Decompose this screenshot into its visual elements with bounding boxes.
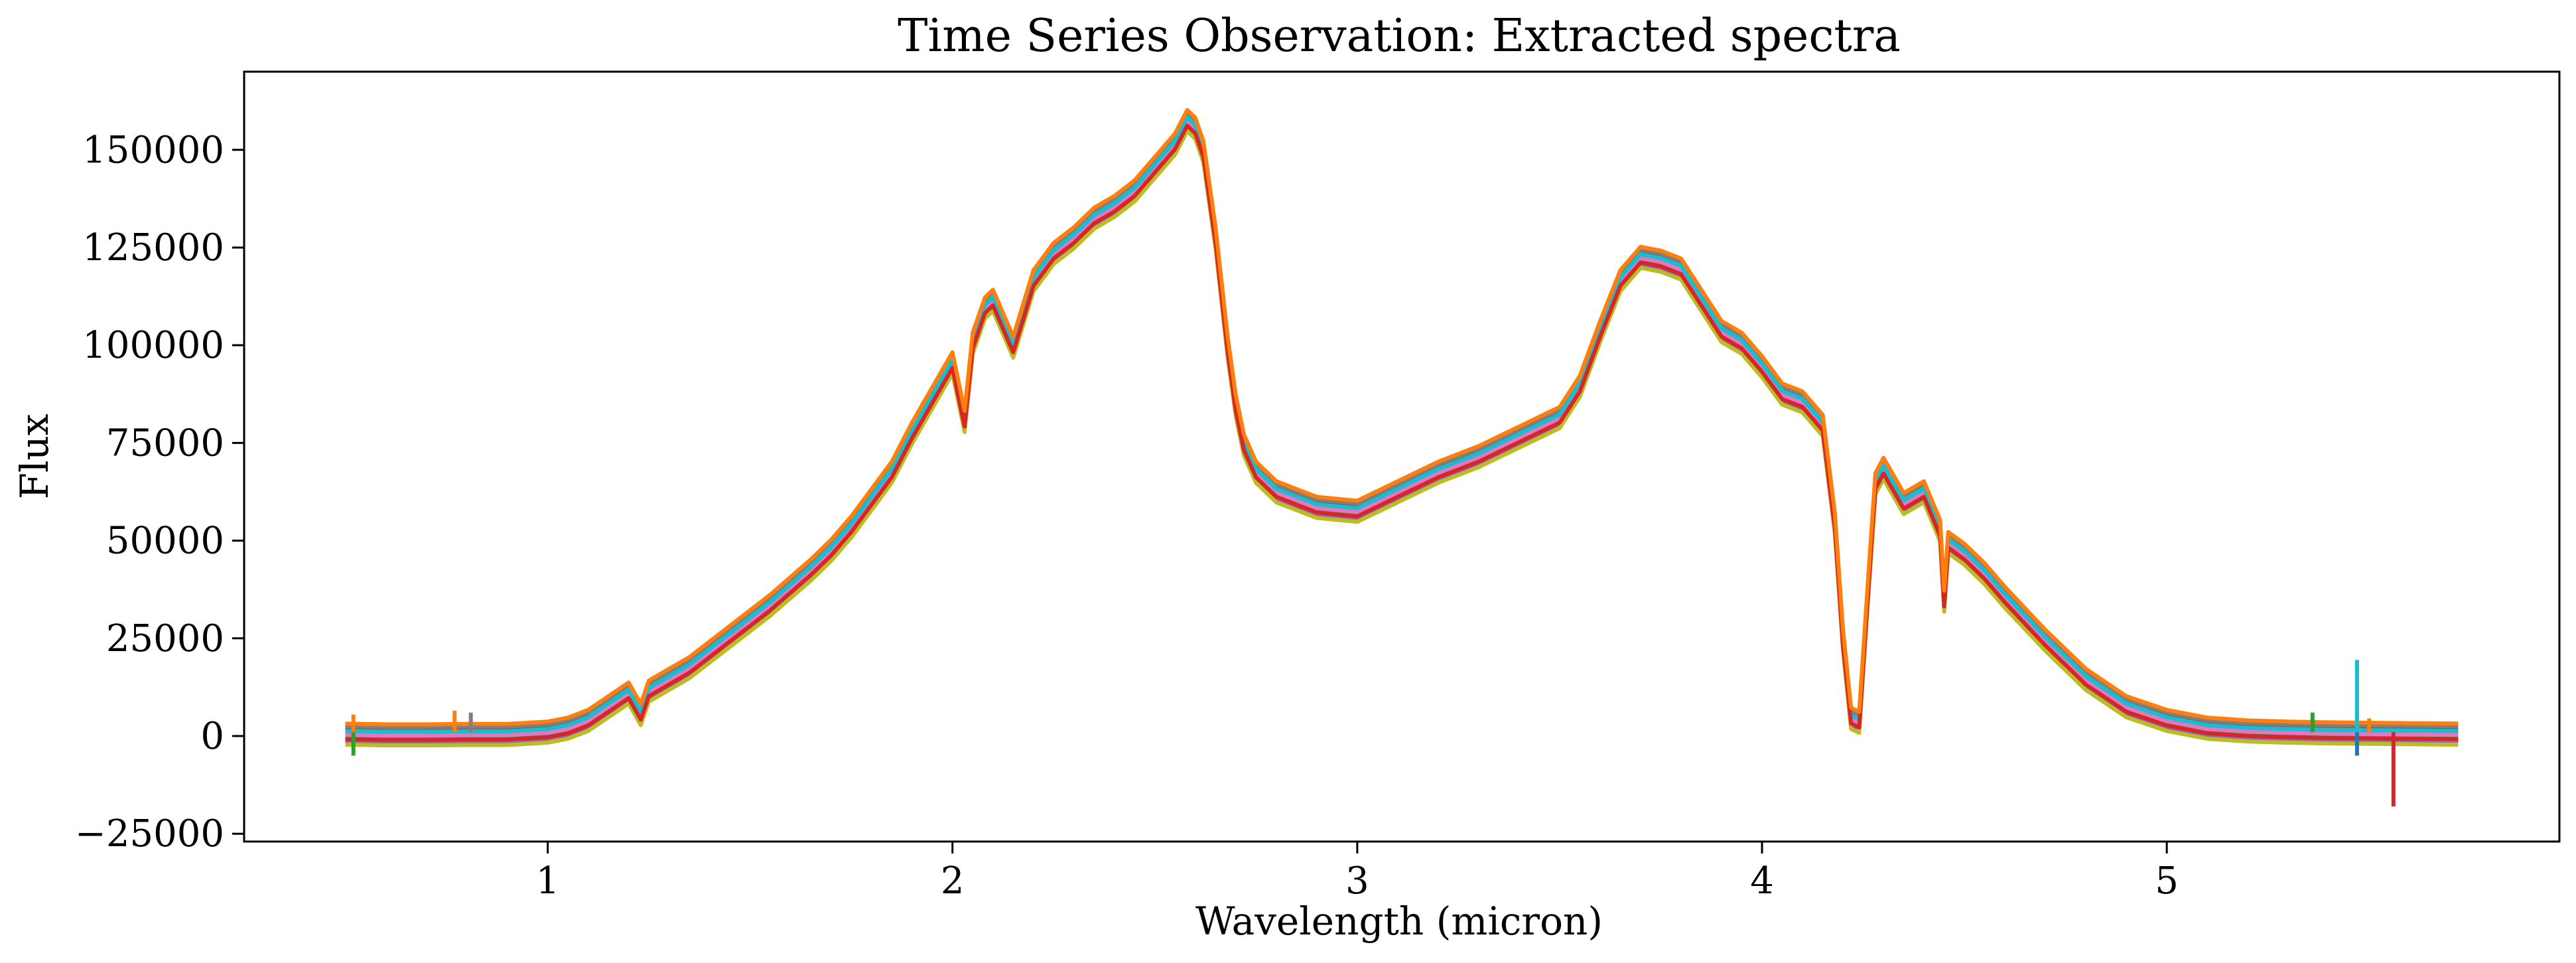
y-tick-label: 100000 <box>82 324 224 367</box>
plot-area <box>345 108 2459 807</box>
y-axis-label: Flux <box>12 414 57 500</box>
x-tick-label: 5 <box>2155 859 2179 903</box>
chart-title: Time Series Observation: Extracted spect… <box>898 10 1901 62</box>
y-tick-label: 25000 <box>106 617 224 660</box>
y-tick-label: 125000 <box>82 226 224 269</box>
spectrum-line-10 <box>345 108 2459 727</box>
y-tick-label: 150000 <box>82 129 224 172</box>
x-axis-label: Wavelength (micron) <box>1195 899 1603 944</box>
y-tick-label: 75000 <box>106 421 224 465</box>
x-axis-ticks: 1 2 3 4 5 <box>536 842 2179 903</box>
y-tick-label: 0 <box>200 715 224 758</box>
series-layer <box>345 108 2459 807</box>
x-tick-label: 3 <box>1345 859 1369 903</box>
y-axis-ticks: −25000 0 25000 50000 75000 100000 125000 150000 <box>75 129 244 855</box>
y-tick-label: −25000 <box>75 812 224 855</box>
plot-frame <box>243 70 2561 843</box>
x-tick-label: 4 <box>1750 859 1774 903</box>
x-tick-label: 1 <box>536 859 560 903</box>
y-tick-label: 50000 <box>106 520 224 563</box>
x-tick-label: 2 <box>941 859 965 903</box>
